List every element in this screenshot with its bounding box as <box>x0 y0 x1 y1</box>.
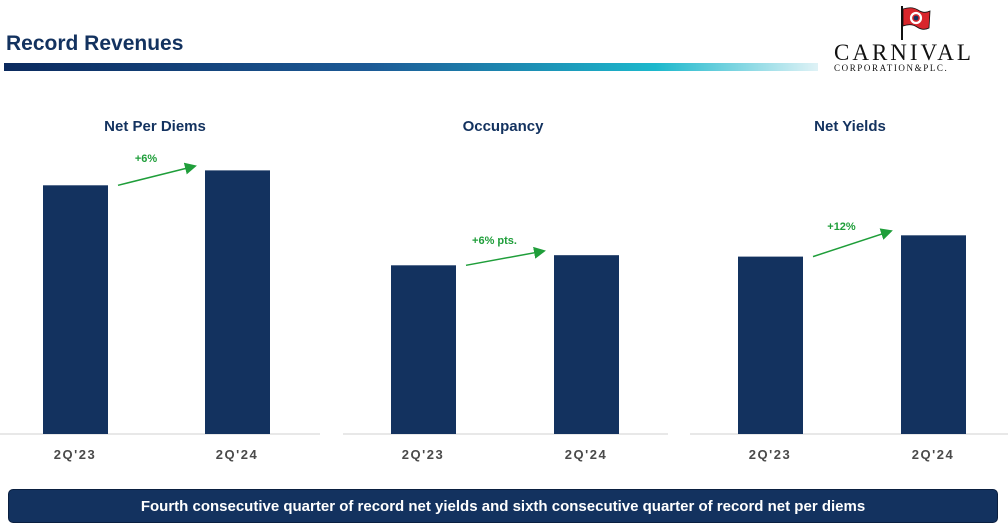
x-tick-label: 2Q'24 <box>912 447 954 462</box>
chart-title-net-yields: Net Yields <box>814 118 886 135</box>
bar-2q23 <box>391 265 456 434</box>
chart-title-occupancy: Occupancy <box>462 118 544 135</box>
bar-2q24 <box>554 255 619 434</box>
flag-logo-icon <box>901 6 931 40</box>
bar-2q24 <box>901 235 966 434</box>
growth-annotation: +12% <box>827 221 856 233</box>
growth-arrow <box>812 228 893 258</box>
summary-banner: Fourth consecutive quarter of record net… <box>8 489 998 523</box>
x-tick-label: 2Q'23 <box>749 447 791 462</box>
bar-2q23 <box>738 256 803 434</box>
bar-2q23 <box>43 185 108 434</box>
x-tick-label: 2Q'24 <box>216 447 258 462</box>
title-underline-bar <box>4 63 818 71</box>
page-title: Record Revenues <box>6 32 184 55</box>
carnival-logo: CARNIVAL CORPORATION&PLC. <box>826 4 1004 74</box>
growth-annotation: +6% <box>135 153 158 165</box>
logo-subtitle: CORPORATION&PLC. <box>834 63 949 73</box>
chart-title-net-per-diems: Net Per Diems <box>104 118 206 135</box>
growth-arrow <box>117 162 197 187</box>
logo-wordmark: CARNIVAL <box>834 40 974 65</box>
x-tick-label: 2Q'23 <box>54 447 96 462</box>
x-tick-label: 2Q'24 <box>565 447 607 462</box>
growth-annotation: +6% pts. <box>472 235 517 247</box>
growth-arrow <box>465 246 546 267</box>
bar-2q24 <box>205 170 270 434</box>
x-tick-label: 2Q'23 <box>402 447 444 462</box>
